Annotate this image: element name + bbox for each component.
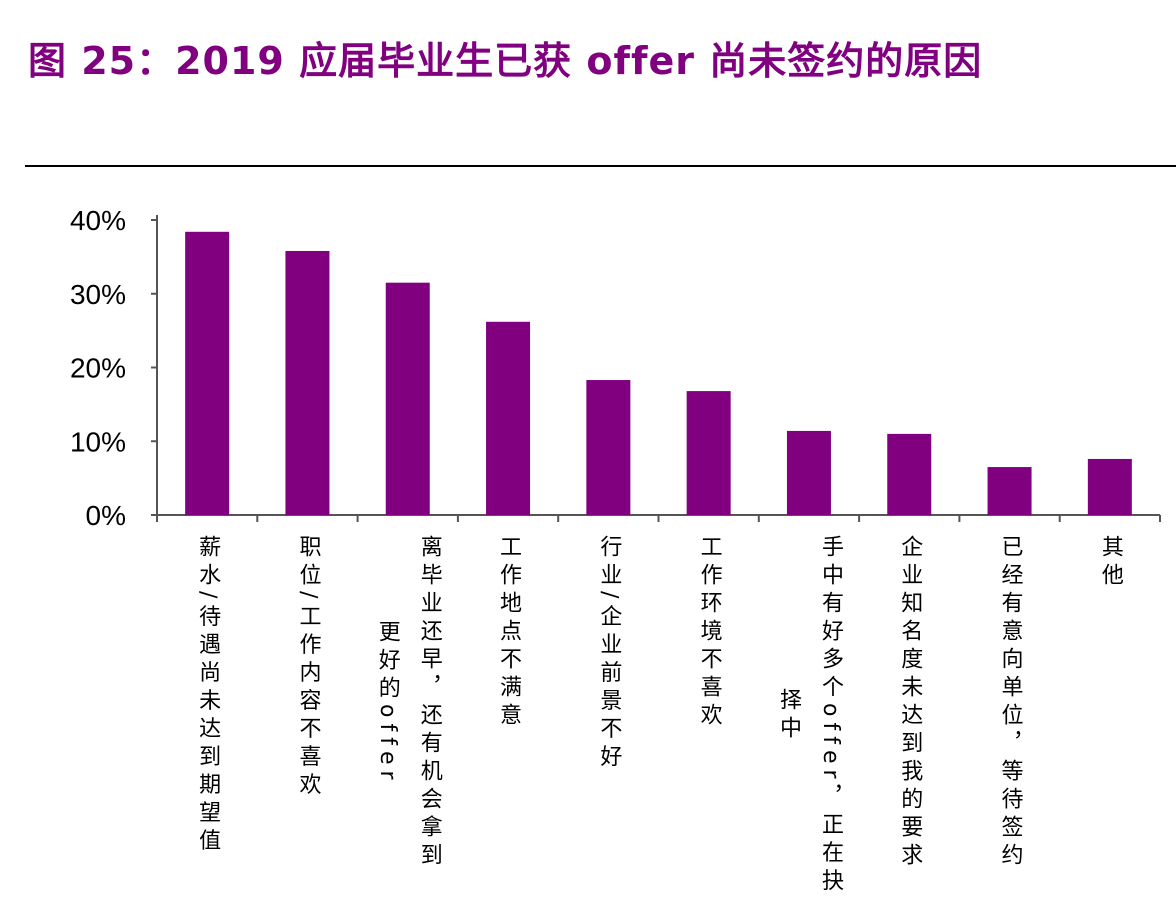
bar (686, 391, 731, 515)
chart-title: 图 25：2019 应届毕业生已获 offer 尚未签约的原因 (28, 39, 983, 83)
bar (385, 282, 430, 515)
x-tick-label-line: 工作环境不喜欢 (696, 535, 722, 731)
y-tick-label: 10% (70, 426, 126, 457)
x-tick-label-line: 薪水/待遇尚未达到期望值 (195, 535, 221, 857)
bar (185, 231, 230, 516)
y-tick-label: 0% (86, 500, 126, 531)
x-tick-label-line: 行业/企业前景不好 (596, 535, 622, 773)
bar (987, 467, 1032, 515)
x-tick-label-line: 手中有好多个offer，正在抉 (817, 535, 843, 897)
x-tick-label-line: 其他 (1097, 535, 1123, 591)
bar (786, 430, 831, 515)
x-tick-label-line: 工作地点不满意 (496, 535, 522, 731)
bar (285, 250, 330, 515)
bar (586, 380, 631, 515)
y-tick-label: 20% (70, 353, 126, 384)
x-tick-label-line: 择中 (775, 687, 801, 744)
y-tick-label: 40% (70, 205, 126, 236)
x-tick-label-line: 企业知名度未达到我的要求 (897, 535, 923, 871)
y-tick-label: 30% (70, 279, 126, 310)
x-tick-label-line: 离毕业还早，还有机会拿到 (416, 535, 442, 871)
bar (486, 321, 531, 515)
x-tick-label-line: 更好的offer (374, 620, 400, 786)
bar (1087, 458, 1132, 515)
x-tick-label-line: 已经有意向单位，等待签约 (997, 535, 1023, 871)
x-tick-label-line: 职位/工作内容不喜欢 (295, 535, 321, 801)
title-divider (25, 165, 1176, 167)
bar (887, 433, 932, 515)
